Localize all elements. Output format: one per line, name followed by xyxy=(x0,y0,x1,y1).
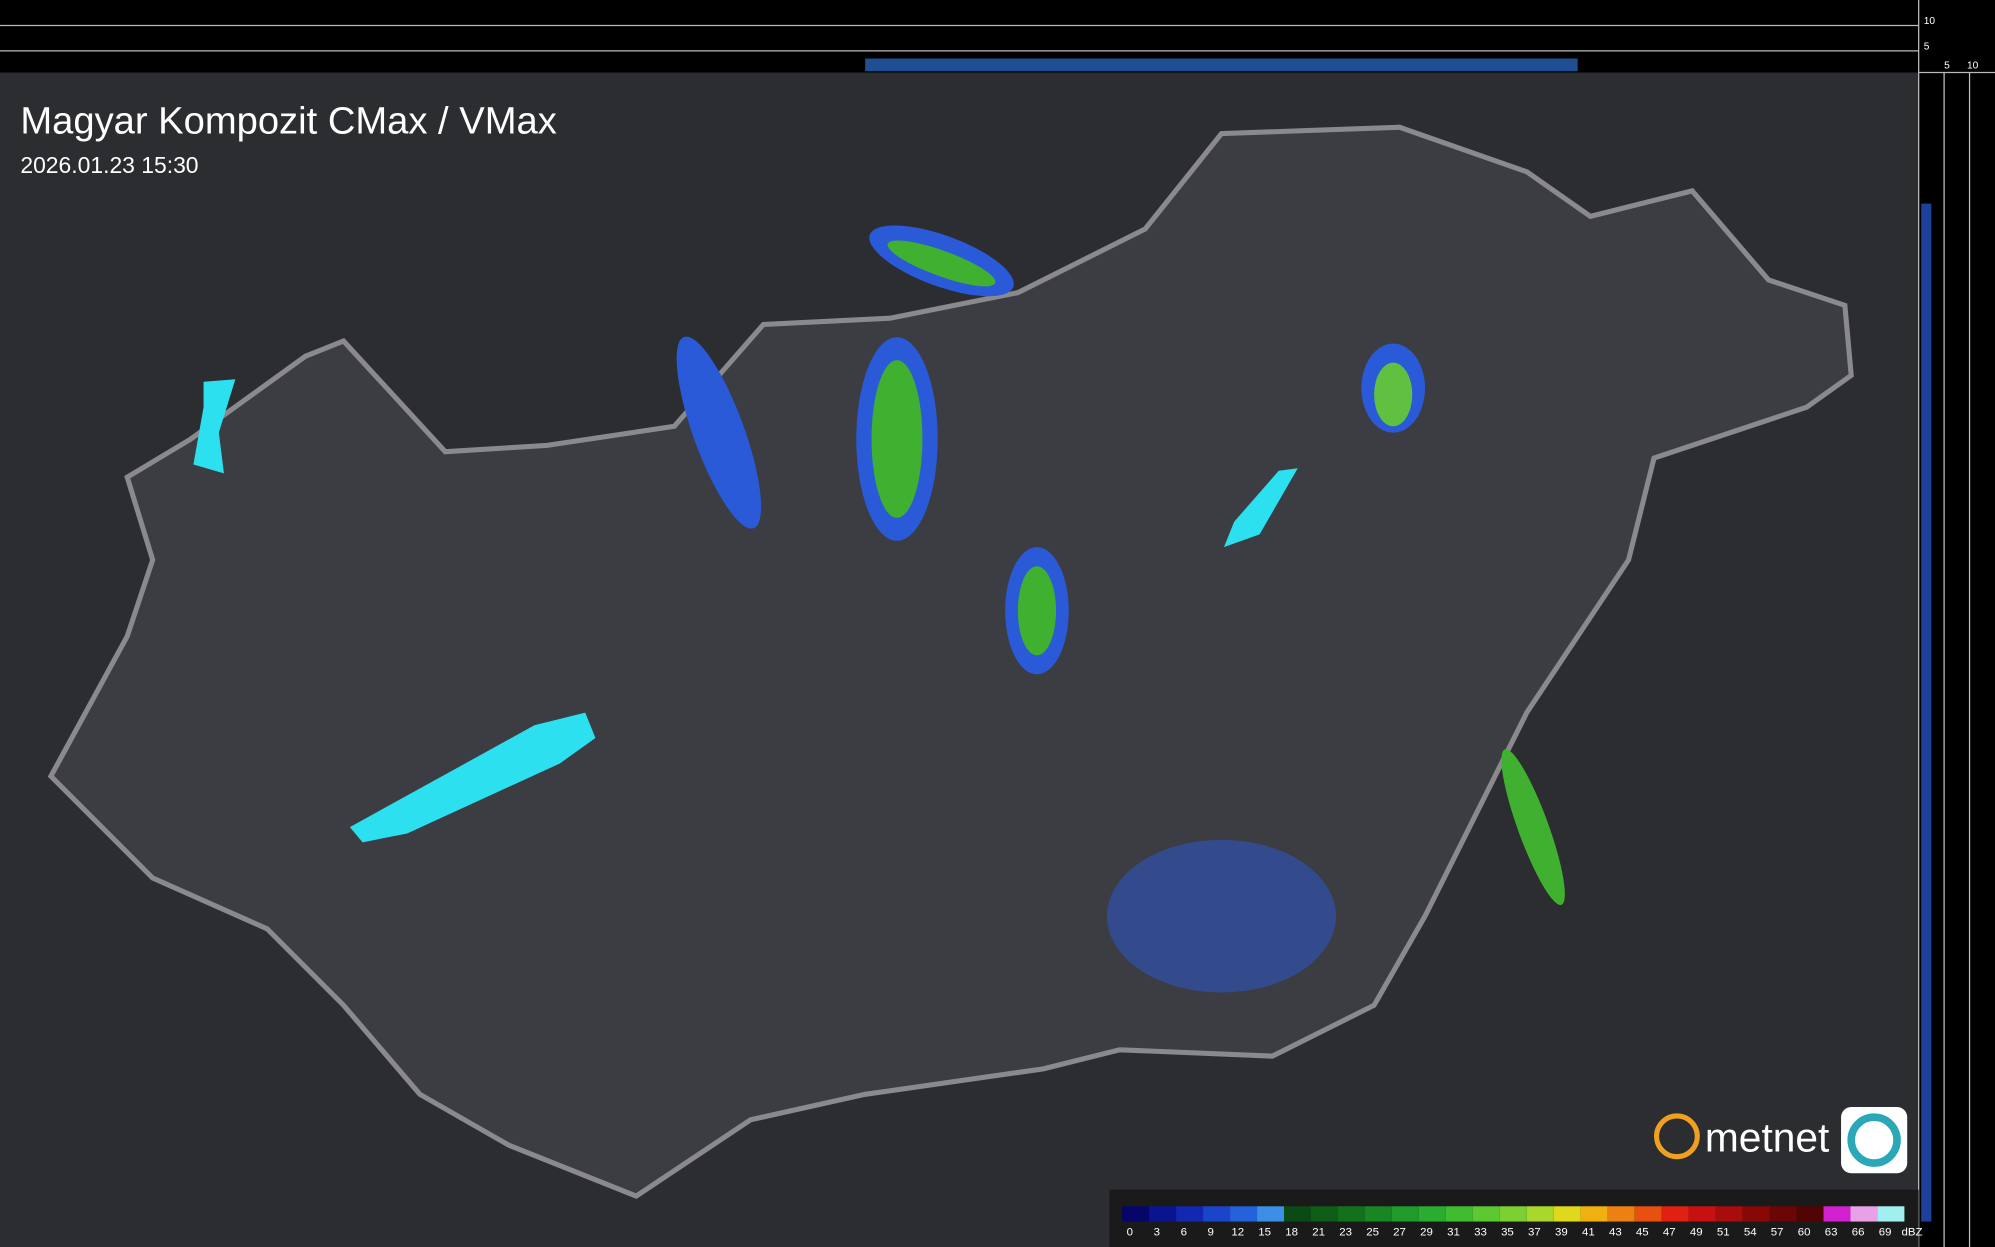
logo: metnet xyxy=(1654,1107,1908,1174)
legend-swatch xyxy=(1122,1206,1150,1222)
side-label: 10 xyxy=(1924,16,1936,27)
legend-label: 51 xyxy=(1717,1227,1730,1239)
legend-swatch xyxy=(1499,1206,1527,1222)
lake xyxy=(349,712,596,843)
lake xyxy=(193,379,236,474)
legend-label: 6 xyxy=(1181,1227,1187,1239)
legend-swatch xyxy=(1203,1206,1231,1222)
legend-label: 41 xyxy=(1582,1227,1595,1239)
legend-label: 3 xyxy=(1154,1227,1160,1239)
legend-label: 29 xyxy=(1420,1227,1433,1239)
legend-swatch xyxy=(1257,1206,1285,1222)
legend-swatch xyxy=(1688,1206,1716,1222)
echo xyxy=(1017,566,1057,656)
legend-label: 47 xyxy=(1663,1227,1676,1239)
legend-swatch xyxy=(1877,1206,1905,1222)
radar-echoes xyxy=(676,225,1565,993)
logo-sun xyxy=(1654,1113,1700,1160)
legend-label: 18 xyxy=(1285,1227,1298,1239)
echo xyxy=(871,360,923,518)
legend-label: 21 xyxy=(1312,1227,1325,1239)
legend-swatch xyxy=(1607,1206,1635,1222)
legend-label: 69 xyxy=(1879,1227,1892,1239)
echo xyxy=(1106,839,1336,993)
legend-swatch xyxy=(1580,1206,1608,1222)
side-axis: 10 5 5 10 xyxy=(1924,16,1979,72)
legend-label: 9 xyxy=(1208,1227,1214,1239)
legend-swatch xyxy=(1311,1206,1338,1222)
legend-label: 45 xyxy=(1636,1227,1649,1239)
legend-label: 60 xyxy=(1798,1227,1811,1239)
legend-swatch xyxy=(1391,1206,1419,1222)
logo-text: metnet xyxy=(1705,1115,1830,1161)
legend-swatch xyxy=(1284,1206,1311,1222)
legend-swatch xyxy=(1364,1206,1392,1222)
legend-label: 54 xyxy=(1744,1227,1757,1239)
legend-label: 0 xyxy=(1127,1227,1133,1239)
logo-swirl xyxy=(1847,1113,1901,1167)
side-label: 5 xyxy=(1924,42,1930,53)
echo xyxy=(1374,362,1413,427)
legend-label: 33 xyxy=(1474,1227,1487,1239)
legend-swatch xyxy=(1823,1206,1851,1222)
legend-swatch xyxy=(1230,1206,1258,1222)
side-label: 5 xyxy=(1944,61,1950,72)
legend-swatch xyxy=(1553,1206,1581,1222)
legend-swatch xyxy=(1472,1206,1500,1222)
legend-swatch xyxy=(1742,1206,1770,1222)
timestamp: 2026.01.23 15:30 xyxy=(20,152,198,178)
legend-label: 39 xyxy=(1555,1227,1568,1239)
side-label: 10 xyxy=(1967,61,1979,72)
legend-swatch xyxy=(1176,1206,1204,1222)
legend: 0 3 6 9 12 15 18 21 23 25 27 29 31 33 35 37 39 41 43 45 47 49… xyxy=(1122,1206,1923,1239)
legend-swatch xyxy=(1634,1206,1662,1222)
legend-swatch xyxy=(1337,1206,1365,1222)
legend-label: 23 xyxy=(1339,1227,1352,1239)
legend-label: 25 xyxy=(1366,1227,1379,1239)
legend-swatch xyxy=(1769,1206,1797,1222)
legend-label: 63 xyxy=(1825,1227,1838,1239)
legend-label: 35 xyxy=(1501,1227,1514,1239)
title: Magyar Kompozit CMax / VMax xyxy=(20,100,556,143)
legend-label: 57 xyxy=(1771,1227,1784,1239)
legend-swatch xyxy=(1661,1206,1689,1222)
legend-label: 66 xyxy=(1852,1227,1865,1239)
legend-label: 49 xyxy=(1690,1227,1703,1239)
legend-label: 43 xyxy=(1609,1227,1622,1239)
echo xyxy=(676,336,762,529)
legend-swatch xyxy=(1796,1206,1824,1222)
legend-label: 31 xyxy=(1447,1227,1460,1239)
echo xyxy=(887,240,996,287)
echo xyxy=(1501,749,1565,905)
lake xyxy=(1223,468,1298,548)
legend-swatch xyxy=(1526,1206,1554,1222)
profile-echo xyxy=(1921,203,1932,1222)
legend-swatch xyxy=(1445,1206,1473,1222)
legend-swatch xyxy=(1850,1206,1878,1222)
legend-label: 12 xyxy=(1231,1227,1244,1239)
legend-label: 27 xyxy=(1393,1227,1406,1239)
profile-echo xyxy=(865,58,1578,72)
legend-swatch xyxy=(1418,1206,1446,1222)
legend-label: 37 xyxy=(1528,1227,1541,1239)
legend-swatch xyxy=(1149,1206,1177,1222)
legend-swatch xyxy=(1715,1206,1743,1222)
legend-unit: dBZ xyxy=(1902,1227,1923,1239)
legend-label: 15 xyxy=(1258,1227,1271,1239)
